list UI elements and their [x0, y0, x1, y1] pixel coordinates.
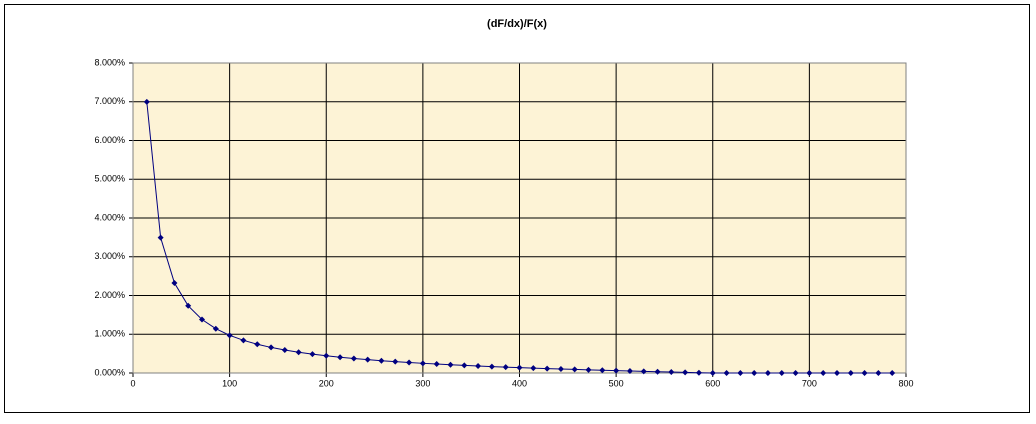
y-tick-label: 3.000%: [94, 251, 125, 261]
data-point: [599, 367, 606, 374]
data-point: [861, 370, 868, 376]
data-point: [475, 362, 482, 369]
x-tick-label: 700: [802, 378, 817, 388]
data-point: [350, 355, 357, 362]
data-point: [488, 363, 495, 370]
data-point: [143, 98, 150, 105]
data-point: [323, 352, 330, 359]
data-point: [737, 370, 744, 376]
data-point: [820, 370, 827, 376]
data-point: [889, 370, 896, 376]
data-point: [157, 234, 164, 241]
x-tick-label: 100: [222, 378, 237, 388]
data-point: [585, 366, 592, 373]
y-tick-label: 4.000%: [94, 212, 125, 222]
data-point: [544, 365, 551, 372]
data-point: [557, 366, 564, 373]
data-point: [626, 367, 633, 374]
data-point: [792, 370, 799, 376]
data-point: [254, 341, 261, 348]
x-tick-label: 400: [512, 378, 527, 388]
chart-title: (dF/dx)/F(x): [487, 18, 547, 30]
data-point: [834, 370, 841, 376]
data-point: [212, 325, 219, 332]
data-point: [433, 361, 440, 368]
data-point: [502, 364, 509, 371]
x-tick-label: 600: [705, 378, 720, 388]
data-point: [240, 337, 247, 344]
data-point: [530, 365, 537, 372]
data-point: [226, 332, 233, 339]
data-point: [516, 364, 523, 371]
data-point: [806, 370, 813, 376]
y-tick-label: 0.000%: [94, 367, 125, 377]
plot-border: [132, 62, 907, 374]
data-point: [295, 349, 302, 356]
y-tick-label: 2.000%: [94, 290, 125, 300]
y-tick-label: 1.000%: [94, 329, 125, 339]
data-point: [447, 361, 454, 368]
data-point: [668, 369, 675, 376]
data-point: [778, 370, 785, 376]
data-point: [751, 370, 758, 376]
data-point: [392, 358, 399, 365]
data-point: [364, 356, 371, 363]
data-point: [571, 366, 578, 373]
data-point: [198, 316, 205, 323]
data-point: [654, 368, 661, 375]
data-point: [281, 347, 288, 354]
y-tick-label: 8.000%: [94, 57, 125, 67]
x-tick-label: 200: [319, 378, 334, 388]
data-point: [185, 302, 192, 309]
x-tick-label: 800: [898, 378, 913, 388]
data-point: [171, 280, 178, 287]
y-tick-label: 6.000%: [94, 135, 125, 145]
x-tick-label: 300: [415, 378, 430, 388]
data-point: [695, 369, 702, 376]
data-point: [337, 354, 344, 361]
data-point: [309, 351, 316, 358]
x-tick-label: 500: [609, 378, 624, 388]
data-point: [378, 357, 385, 364]
data-point: [847, 370, 854, 376]
data-point: [461, 362, 468, 369]
x-tick-label: 0: [130, 378, 135, 388]
y-tick-label: 5.000%: [94, 174, 125, 184]
data-point: [682, 369, 689, 376]
data-point: [709, 370, 716, 376]
data-point: [875, 370, 882, 376]
data-point: [613, 367, 620, 374]
data-point: [640, 368, 647, 375]
data-point: [406, 359, 413, 366]
data-point: [723, 370, 730, 376]
data-point: [268, 344, 275, 351]
data-point: [419, 360, 426, 367]
y-tick-label: 7.000%: [94, 96, 125, 106]
data-point: [764, 370, 771, 376]
